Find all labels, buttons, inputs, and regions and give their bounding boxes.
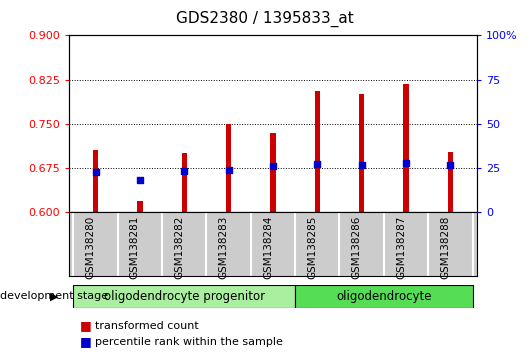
Point <box>180 168 189 173</box>
Text: GSM138287: GSM138287 <box>396 216 406 279</box>
Text: ■: ■ <box>80 319 91 332</box>
Point <box>313 161 322 167</box>
Bar <box>295 285 473 308</box>
Text: GSM138284: GSM138284 <box>263 216 273 279</box>
Text: transformed count: transformed count <box>95 321 199 331</box>
Text: GSM138281: GSM138281 <box>130 216 140 279</box>
Text: ■: ■ <box>80 335 91 348</box>
Text: percentile rank within the sample: percentile rank within the sample <box>95 337 283 347</box>
Text: GSM138280: GSM138280 <box>85 216 95 279</box>
Text: GSM138288: GSM138288 <box>440 216 450 279</box>
Bar <box>359 95 364 212</box>
Bar <box>137 201 143 212</box>
Bar <box>270 133 276 212</box>
Bar <box>93 150 98 212</box>
Text: oligodendrocyte: oligodendrocyte <box>336 290 431 303</box>
Text: development stage: development stage <box>0 291 108 302</box>
Text: GSM138282: GSM138282 <box>174 216 184 279</box>
Bar <box>315 91 320 212</box>
Bar <box>182 153 187 212</box>
Text: GSM138286: GSM138286 <box>352 216 361 279</box>
Bar <box>226 124 231 212</box>
Text: oligodendrocyte progenitor: oligodendrocyte progenitor <box>104 290 265 303</box>
Point <box>402 161 410 166</box>
Point <box>446 162 455 167</box>
Point <box>224 167 233 173</box>
Bar <box>403 84 409 212</box>
Text: GSM138285: GSM138285 <box>307 216 317 279</box>
Point <box>269 163 277 169</box>
Point <box>91 170 100 175</box>
Text: GSM138283: GSM138283 <box>218 216 228 279</box>
Bar <box>73 285 295 308</box>
Bar <box>448 152 453 212</box>
Point <box>136 177 144 183</box>
Text: GDS2380 / 1395833_at: GDS2380 / 1395833_at <box>176 11 354 27</box>
Point <box>357 162 366 168</box>
Text: ▶: ▶ <box>50 291 58 302</box>
